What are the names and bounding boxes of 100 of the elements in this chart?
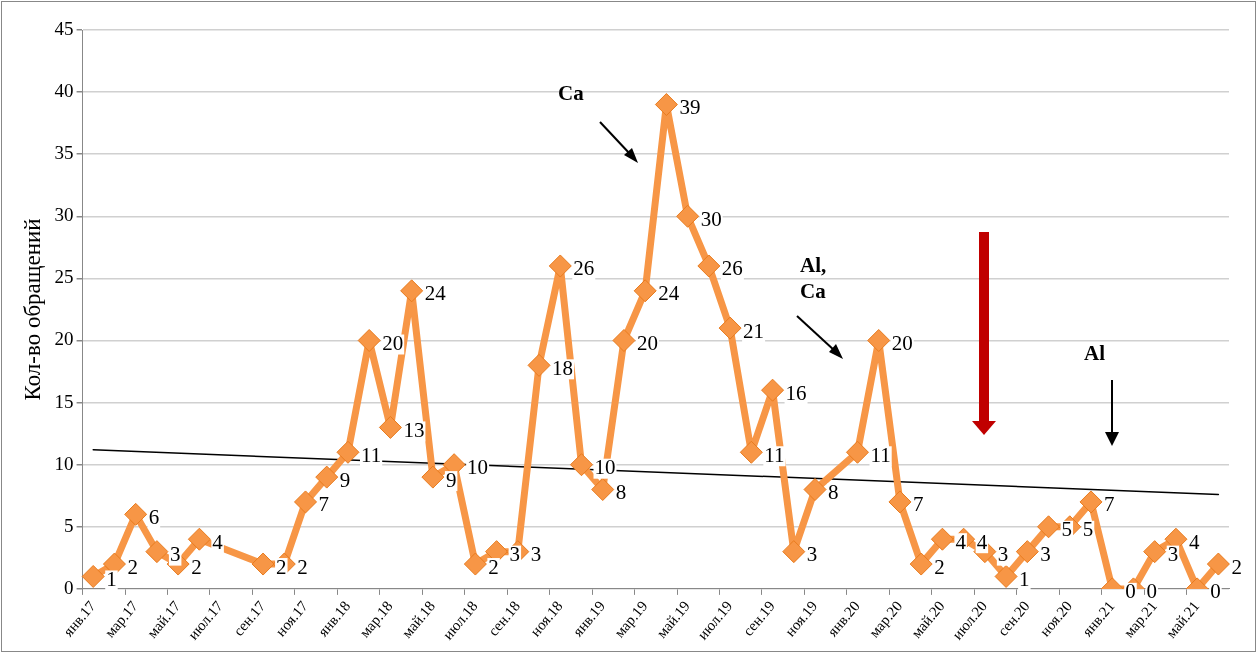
point xyxy=(930,527,954,551)
point xyxy=(718,316,742,340)
data-label: 16 xyxy=(785,380,807,405)
y-tick-label: 35 xyxy=(54,142,74,164)
point xyxy=(697,254,721,278)
point xyxy=(145,540,169,564)
data-label: 9 xyxy=(445,467,457,492)
data-label: 0 xyxy=(1146,579,1157,604)
data-label: 20 xyxy=(382,331,404,356)
y-tick-label: 15 xyxy=(54,390,74,412)
data-label: 3 xyxy=(509,542,521,567)
data-label: 20 xyxy=(636,331,658,356)
data-label: 26 xyxy=(573,256,595,281)
data-label: 7 xyxy=(1104,492,1115,517)
data-label: 3 xyxy=(997,542,1009,567)
data-label: 8 xyxy=(828,480,839,505)
point xyxy=(527,353,551,377)
data-label: 3 xyxy=(169,542,181,567)
data-label: 11 xyxy=(360,442,382,467)
point xyxy=(1015,540,1039,564)
y-tick-label: 5 xyxy=(64,514,74,536)
data-label: 3 xyxy=(530,542,542,567)
data-label: 24 xyxy=(658,281,680,306)
data-label: 6 xyxy=(148,504,160,529)
point xyxy=(548,254,572,278)
point xyxy=(739,440,763,464)
point xyxy=(1037,515,1061,539)
point xyxy=(867,328,891,352)
y-tick-label: 25 xyxy=(54,266,74,288)
point xyxy=(124,502,148,526)
point xyxy=(633,279,657,303)
point xyxy=(1143,540,1167,564)
data-label: 26 xyxy=(721,256,743,281)
data-label: 3 xyxy=(806,542,818,567)
point xyxy=(81,564,105,588)
data-label: 30 xyxy=(700,206,722,231)
point xyxy=(654,93,678,117)
data-label: 10 xyxy=(467,455,489,480)
data-label: 5 xyxy=(1061,517,1073,542)
data-label: 2 xyxy=(191,554,202,579)
data-label: 7 xyxy=(912,492,924,517)
y-tick-label: 20 xyxy=(54,328,74,350)
point xyxy=(676,204,700,228)
data-label: 3 xyxy=(1040,542,1051,567)
y-tick-label: 0 xyxy=(64,576,74,598)
point xyxy=(315,465,339,489)
data-label: 2 xyxy=(1231,554,1242,579)
point xyxy=(251,552,275,576)
annotation: Al, Ca xyxy=(800,252,828,304)
data-label: 13 xyxy=(403,417,425,442)
point xyxy=(1079,490,1103,514)
data-label: 4 xyxy=(212,529,224,554)
point xyxy=(612,328,636,352)
y-tick-label: 10 xyxy=(54,452,74,474)
y-tick-label: 45 xyxy=(54,17,74,39)
annotation: Al xyxy=(1084,340,1105,366)
point xyxy=(357,328,381,352)
data-label: 2 xyxy=(297,554,308,579)
point xyxy=(336,440,360,464)
data-label: 5 xyxy=(1082,517,1094,542)
data-label: 11 xyxy=(764,442,785,467)
point xyxy=(909,552,933,576)
data-label: 2 xyxy=(488,554,499,579)
data-label: 21 xyxy=(743,318,765,343)
data-label: 1 xyxy=(106,566,117,591)
y-tick-label: 40 xyxy=(54,80,74,102)
point xyxy=(294,490,318,514)
point xyxy=(463,552,487,576)
point xyxy=(845,440,869,464)
point xyxy=(888,490,912,514)
data-label: 39 xyxy=(679,95,701,120)
data-label: 4 xyxy=(1188,529,1200,554)
point xyxy=(803,478,827,502)
point xyxy=(994,564,1018,588)
data-label: 18 xyxy=(552,355,574,380)
point xyxy=(782,540,806,564)
y-tick-label: 30 xyxy=(54,204,74,226)
point xyxy=(570,453,593,477)
data-label: 4 xyxy=(976,529,988,554)
data-label: 0 xyxy=(1125,579,1136,604)
point xyxy=(591,478,615,502)
point xyxy=(1206,552,1230,576)
data-label: 9 xyxy=(339,467,351,492)
point xyxy=(421,465,445,489)
data-label: 2 xyxy=(934,554,945,579)
data-label: 3 xyxy=(1167,542,1179,567)
data-label: 24 xyxy=(424,281,447,306)
data-label: 1 xyxy=(1019,566,1030,591)
data-label: 2 xyxy=(127,554,138,579)
point xyxy=(400,279,424,303)
data-label: 8 xyxy=(615,480,627,505)
annotation: Ca xyxy=(558,80,584,106)
y-axis-title: Кол-во обращений xyxy=(19,218,45,401)
point xyxy=(187,527,211,551)
data-label: 7 xyxy=(318,492,330,517)
point xyxy=(378,415,402,439)
point xyxy=(761,378,785,402)
data-label: 11 xyxy=(870,442,891,467)
data-label: 20 xyxy=(891,331,913,356)
data-label: 0 xyxy=(1210,579,1221,604)
